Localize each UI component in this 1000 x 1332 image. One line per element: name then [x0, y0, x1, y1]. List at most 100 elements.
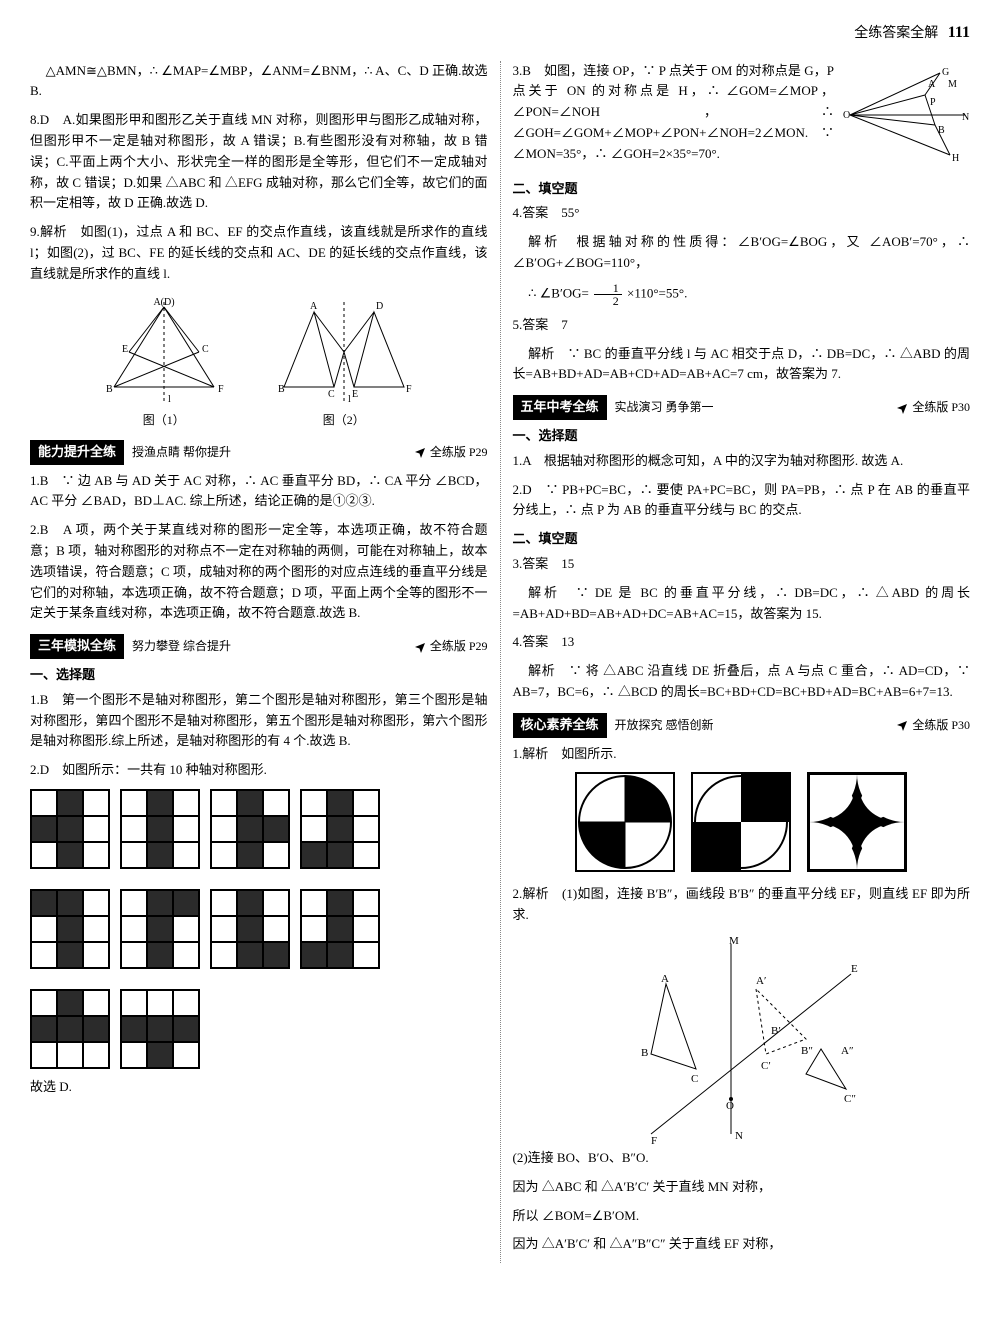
banner-mock-ref: 全练版 P29 — [414, 637, 488, 656]
grid-cell — [121, 990, 147, 1016]
grid-cell — [173, 990, 199, 1016]
grid-cell — [237, 890, 263, 916]
grid-cell — [327, 790, 353, 816]
grid-cell — [83, 790, 109, 816]
exam-q3a: 3.答案 15 — [513, 554, 971, 575]
grid-cell — [31, 790, 57, 816]
answer-7-cont: △AMN≅△BMN，∴ ∠MAP=∠MBP，∠ANM=∠BNM，∴ A、C、D … — [30, 61, 488, 103]
grid-cell — [121, 842, 147, 868]
grid-cell — [237, 942, 263, 968]
grid-pattern — [210, 889, 290, 969]
grid-cell — [263, 916, 289, 942]
svg-text:B: B — [938, 125, 945, 136]
grid-cell — [147, 1042, 173, 1068]
grid-cell — [147, 916, 173, 942]
grid-pattern — [120, 789, 200, 869]
core-q2b: (2)连接 BO、B′O、B″O. — [513, 1148, 971, 1169]
left-column: △AMN≅△BMN，∴ ∠MAP=∠MBP，∠ANM=∠BNM，∴ A、C、D … — [30, 61, 488, 1264]
svg-text:A: A — [310, 301, 318, 312]
grid-cell — [31, 842, 57, 868]
grid-cell — [211, 842, 237, 868]
svg-text:O: O — [726, 1100, 734, 1112]
banner-core-sub: 开放探究 感悟创新 — [615, 716, 889, 735]
banner-ability-ref-text: 全练版 P29 — [430, 443, 488, 462]
grid-cell — [353, 842, 379, 868]
grid-pattern — [120, 989, 200, 1069]
grid-cell — [57, 816, 83, 842]
svg-text:A′: A′ — [756, 975, 766, 987]
grid-cell — [211, 790, 237, 816]
grid-cell — [31, 816, 57, 842]
svg-text:N: N — [735, 1130, 743, 1142]
grid-cell — [57, 916, 83, 942]
banner-mock: 三年模拟全练 努力攀登 综合提升 全练版 P29 — [30, 634, 488, 659]
grid-cell — [173, 1042, 199, 1068]
grid-cell — [83, 990, 109, 1016]
exam-q2: 2.D ∵ PB+PC=BC，∴ 要使 PA+PC=BC，则 PA=PB，∴ 点… — [513, 480, 971, 522]
grid-cell — [57, 890, 83, 916]
core-q2d: 所以 ∠BOM=∠B′OM. — [513, 1206, 971, 1227]
grid-cell — [147, 842, 173, 868]
grid-cell — [301, 942, 327, 968]
grid-cell — [211, 942, 237, 968]
grid-cell — [173, 916, 199, 942]
geom-figure-2: A D B C E F l — [264, 297, 424, 407]
grid-cell — [121, 916, 147, 942]
grid-cell — [147, 1016, 173, 1042]
grid-cell — [121, 1016, 147, 1042]
svg-text:C: C — [328, 389, 335, 400]
grid-cell — [237, 916, 263, 942]
svg-text:N: N — [962, 112, 969, 123]
grid-cell — [83, 1016, 109, 1042]
svg-text:l: l — [168, 394, 171, 405]
svg-text:A: A — [928, 79, 936, 90]
banner-ability-sub: 授渔点睛 帮你提升 — [132, 443, 406, 462]
svg-text:l: l — [348, 394, 351, 405]
grid-cell — [237, 790, 263, 816]
grid-cell — [31, 916, 57, 942]
mock-q2: 2.D 如图所示：一共有 10 种轴对称图形. — [30, 760, 488, 781]
grid-cell — [173, 842, 199, 868]
svg-text:C″: C″ — [844, 1093, 856, 1105]
grid-cell — [327, 890, 353, 916]
grid-cell — [173, 942, 199, 968]
grid-cell — [83, 1042, 109, 1068]
grid-cell — [327, 842, 353, 868]
svg-text:M: M — [729, 935, 739, 947]
grid-pattern — [210, 789, 290, 869]
grid-cell — [147, 790, 173, 816]
figure-row-1: A(D) E C B F l 图（1） A — [30, 293, 488, 430]
grid-cell — [211, 916, 237, 942]
grid-cell — [327, 942, 353, 968]
geom-figure-1: A(D) E C B F l — [94, 297, 234, 407]
svg-text:B: B — [278, 384, 285, 395]
exam-heading-fill: 二、填空题 — [513, 529, 971, 550]
banner-exam-ref-text: 全练版 P30 — [912, 398, 970, 417]
grid-cell — [301, 842, 327, 868]
grid-cell — [263, 790, 289, 816]
grid-pattern — [30, 989, 110, 1069]
grid-cell — [211, 890, 237, 916]
svg-text:B′: B′ — [771, 1025, 781, 1037]
figure-1-label: 图（1） — [94, 411, 234, 430]
svg-text:M: M — [948, 79, 957, 90]
svg-text:E: E — [851, 963, 858, 975]
answer-4b: 解析 根据轴对称的性质得：∠B′OG=∠BOG，又 ∠AOB′=70°，∴ ∠B… — [513, 232, 971, 274]
grid-cell — [353, 890, 379, 916]
grid-cell — [211, 816, 237, 842]
circle-pattern-2 — [691, 772, 791, 872]
svg-text:A(D): A(D) — [153, 297, 174, 308]
core-q2a: 2.解析 (1)如图，连接 B′B″，画线段 B′B″ 的垂直平分线 EF，则直… — [513, 884, 971, 926]
grid-cell — [31, 1016, 57, 1042]
answer-4a: 4.答案 55° — [513, 203, 971, 224]
grid-cell — [301, 890, 327, 916]
answer-3-block: O G A M P N B H 3.B 如图，连接 OP，∵ P 点关于 OM … — [513, 61, 971, 173]
right-column: O G A M P N B H 3.B 如图，连接 OP，∵ P 点关于 OM … — [513, 61, 971, 1264]
two-column-layout: △AMN≅△BMN，∴ ∠MAP=∠MBP，∠ANM=∠BNM，∴ A、C、D … — [30, 61, 970, 1264]
grid-cell — [121, 890, 147, 916]
geom-figure-3b: O G A M P N B H — [840, 65, 970, 165]
grid-cell — [301, 790, 327, 816]
plane-icon — [414, 641, 426, 653]
exam-q1: 1.A 根据轴对称图形的概念可知，A 中的汉字为轴对称图形. 故选 A. — [513, 451, 971, 472]
grid-cell — [263, 890, 289, 916]
